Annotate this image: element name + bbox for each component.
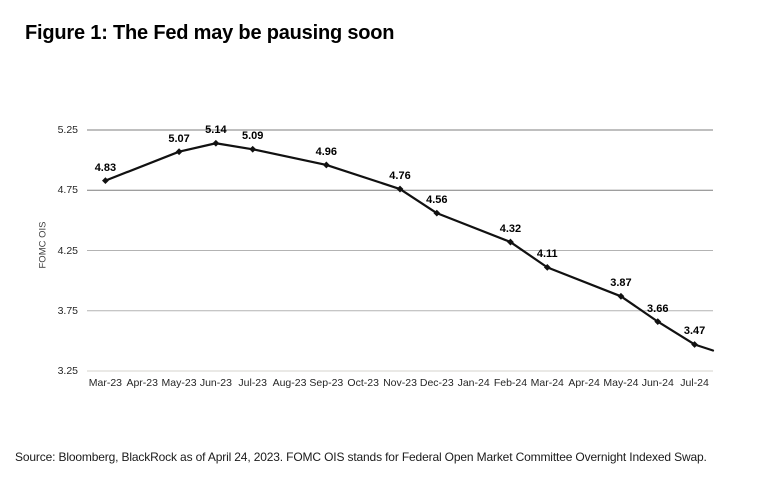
data-point-label: 3.87 [610,277,632,290]
data-point-marker [691,341,698,348]
data-point-label: 4.32 [499,223,522,236]
data-point-marker [433,209,441,217]
x-tick-label: Dec-23 [419,377,454,389]
data-point-label: 3.66 [647,302,669,315]
x-tick-label: Jan-24 [457,377,490,389]
y-tick-label: 4.75 [57,184,78,197]
data-point-marker [507,238,514,246]
data-point-marker [543,263,551,271]
x-tick-label: Mar-24 [530,377,564,389]
data-point-marker [322,161,330,169]
data-point-label: 4.76 [389,170,411,183]
x-tick-label: Apr-23 [126,377,158,389]
x-tick-label: Oct-23 [347,377,379,389]
data-point-marker [396,185,404,193]
x-tick-label: Apr-24 [568,377,600,389]
data-point-label: 4.56 [426,194,448,207]
source-note: Source: Bloomberg, BlackRock as of April… [15,450,707,464]
x-tick-label: Jun-23 [199,377,232,389]
data-point-marker [617,292,625,300]
data-point-label: 5.09 [241,130,264,143]
y-tick-label: 5.25 [57,124,78,136]
data-point-label: 5.14 [205,124,227,137]
y-tick-label: 3.75 [57,304,78,317]
x-tick-label: Jul-23 [238,377,267,389]
data-point-label: 3.47 [683,325,706,338]
x-tick-label: Sep-23 [309,377,344,389]
x-tick-label: May-24 [603,377,639,389]
data-point-label: 5.07 [168,132,190,145]
y-tick-label: 4.25 [57,244,78,257]
data-point-label: 4.83 [94,161,117,174]
x-tick-label: Feb-24 [493,377,528,389]
data-point-marker [654,318,662,325]
data-point-marker [212,139,220,147]
figure-title: Figure 1: The Fed may be pausing soon [25,22,395,44]
data-point-marker [102,177,109,185]
x-tick-label: Jun-24 [641,377,674,389]
x-tick-label: Jul-24 [680,377,709,389]
data-point-marker [175,148,183,156]
x-tick-label: Mar-23 [88,377,123,389]
data-point-label: 4.11 [536,248,558,261]
x-tick-label: Aug-23 [272,377,307,389]
data-point-marker [249,145,257,153]
data-point-label: 4.96 [315,145,338,158]
x-tick-label: May-23 [161,377,197,389]
x-tick-label: Nov-23 [383,377,417,389]
y-tick-label: 3.25 [57,365,78,377]
